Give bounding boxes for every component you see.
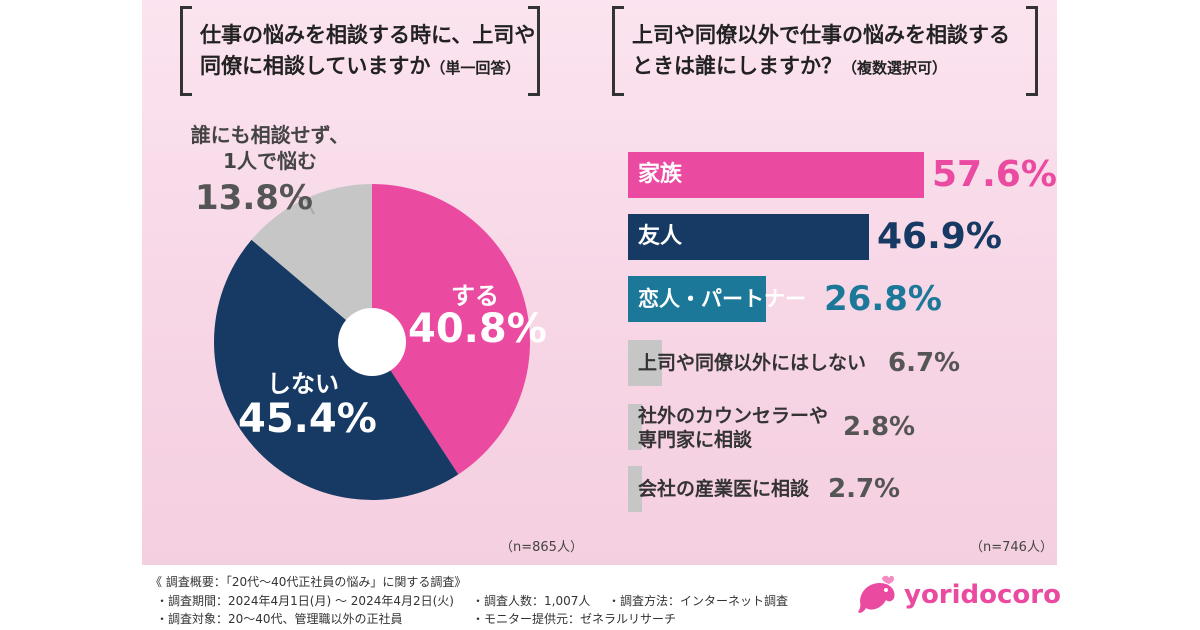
bar-value-none: 6.7% bbox=[888, 348, 961, 378]
bar-family bbox=[628, 152, 924, 198]
bar-doctor bbox=[628, 466, 642, 512]
left-question-line1: 仕事の悩みを相談する時に、上司や bbox=[200, 23, 536, 47]
bar-label-none: 上司や同僚以外にはしない bbox=[638, 352, 867, 374]
bar-partner bbox=[628, 276, 766, 322]
right-question-line2: ときは誰にしますか？ bbox=[632, 54, 842, 78]
slice-label-shinai: しない bbox=[267, 370, 339, 398]
bar-value-doctor: 2.7% bbox=[828, 474, 901, 504]
survey-period: ・調査期間：2024年4月1日(月) 〜 2024年4月2日(火) bbox=[156, 594, 454, 608]
survey-method: ・調査方法：インターネット調査 bbox=[608, 594, 789, 608]
bar-value-partner: 26.8% bbox=[824, 279, 942, 319]
bar-value-friend: 46.9% bbox=[877, 216, 1002, 257]
right-question-box: 上司や同僚以外で仕事の悩みを相談する ときは誰にしますか？（複数選択可） bbox=[612, 6, 1038, 96]
donut-hole bbox=[338, 308, 406, 376]
slice-value-shinai: 45.4% bbox=[238, 396, 377, 442]
brand-logo: yoridocoro bbox=[852, 572, 1061, 622]
pie-slice-alone bbox=[251, 184, 372, 342]
bar-counselor bbox=[628, 404, 643, 450]
leader-line bbox=[295, 195, 315, 215]
bar-label-friend: 友人 bbox=[638, 224, 683, 249]
logo-text: yoridocoro bbox=[904, 580, 1061, 610]
bar-label-family: 家族 bbox=[638, 162, 683, 187]
survey-title: 《 調査概要：「20代〜40代正社員の悩み」に関する調査》 bbox=[150, 575, 467, 589]
survey-count: ・調査人数：1,007人 bbox=[472, 594, 591, 608]
bar-none bbox=[628, 340, 663, 386]
bar-label-counselor: 社外のカウンセラーや 専門家に相談 bbox=[638, 405, 829, 451]
right-sample-size: （n=746人） bbox=[970, 540, 1053, 555]
slice-value-suru: 40.8% bbox=[408, 306, 547, 352]
bar-friend bbox=[628, 214, 869, 260]
slice-label-suru: する bbox=[451, 282, 499, 310]
pie-slice-shinai bbox=[213, 239, 459, 501]
left-sample-size: （n=865人） bbox=[500, 540, 583, 555]
dolphin-icon bbox=[858, 575, 895, 613]
left-question-note: （単一回答） bbox=[430, 59, 521, 77]
bar-label-doctor: 会社の産業医に相談 bbox=[638, 478, 810, 500]
left-question-box: 仕事の悩みを相談する時に、上司や 同僚に相談していますか（単一回答） bbox=[180, 6, 540, 96]
bar-value-counselor: 2.8% bbox=[843, 412, 916, 442]
left-question-line2: 同僚に相談していますか bbox=[200, 54, 431, 78]
right-question-note: （複数選択可） bbox=[842, 59, 948, 77]
right-question-line1: 上司や同僚以外で仕事の悩みを相談する bbox=[632, 23, 1010, 47]
survey-provider: ・モニター提供元：ゼネラルリサーチ bbox=[472, 612, 677, 626]
survey-target: ・調査対象：20〜40代、管理職以外の正社員 bbox=[156, 612, 403, 626]
slice-value-alone: 13.8% bbox=[195, 178, 313, 218]
bar-value-family: 57.6% bbox=[932, 154, 1057, 195]
pie-slice-suru bbox=[372, 184, 530, 475]
slice-label-alone: 誰にも相談せず、 1人で悩む bbox=[190, 123, 350, 173]
bar-label-partner: 恋人・パートナー bbox=[638, 287, 806, 311]
